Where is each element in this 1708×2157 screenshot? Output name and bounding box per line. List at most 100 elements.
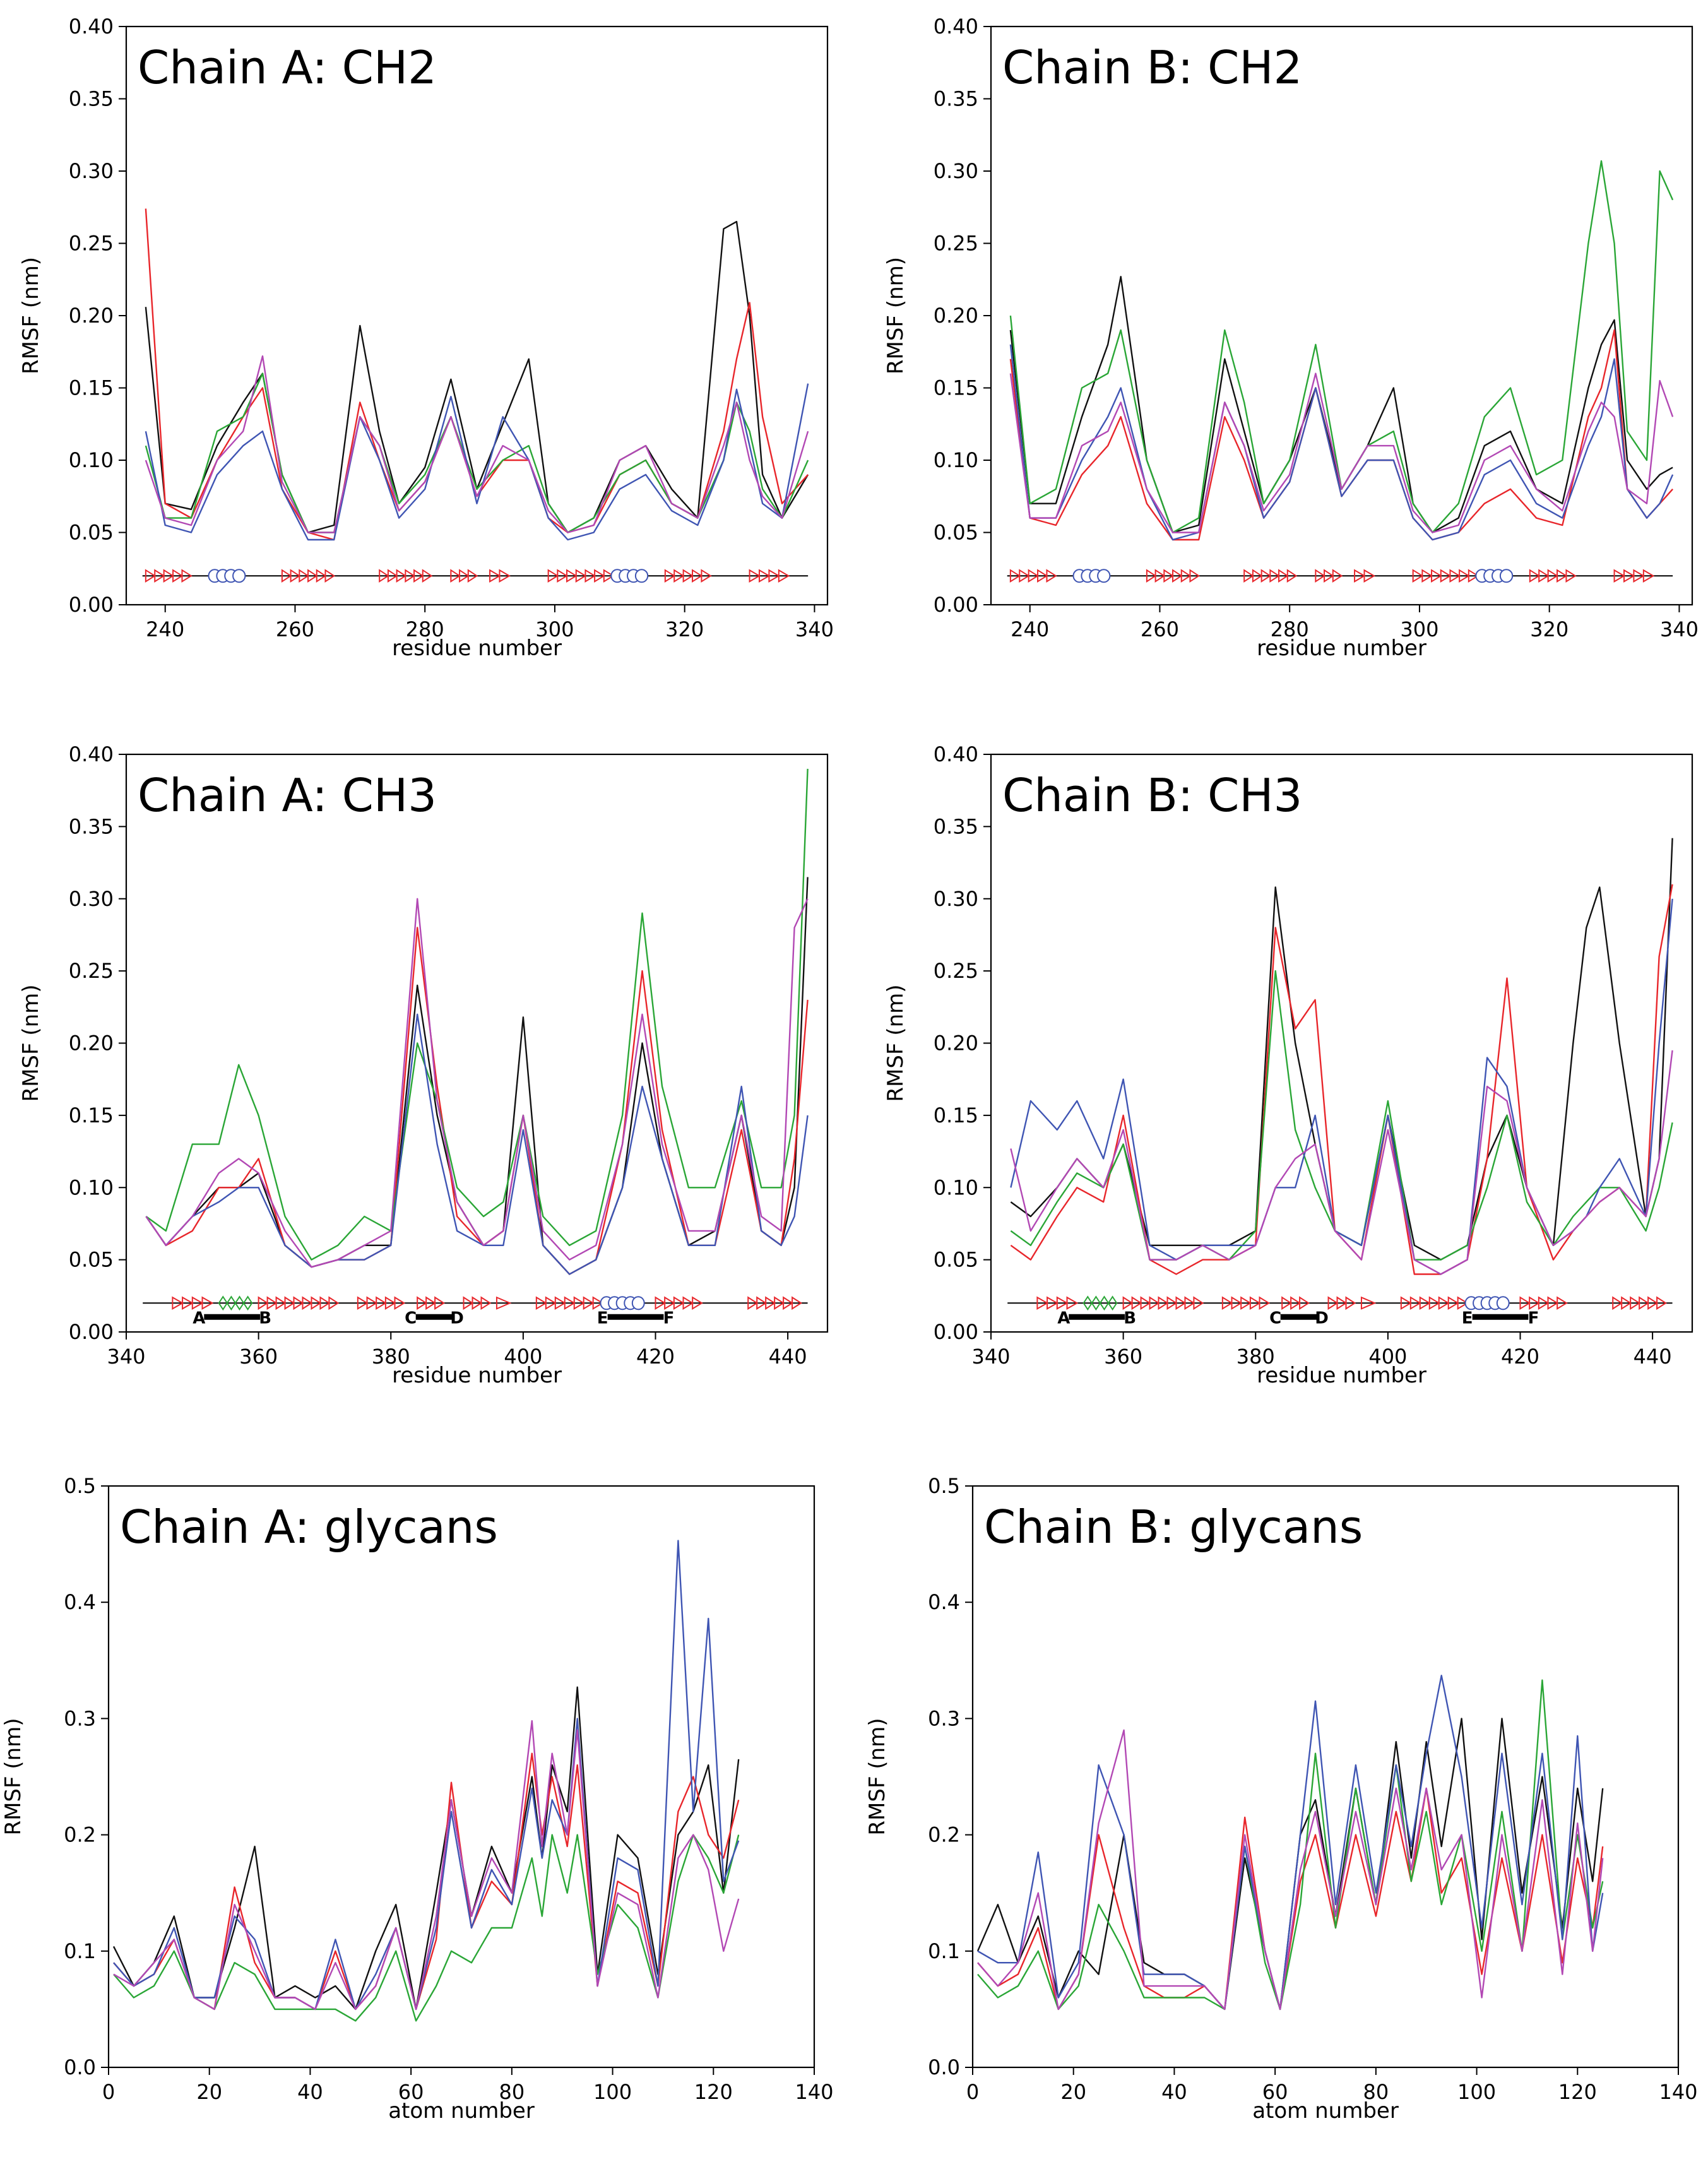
y-axis-label: RMSF (nm) bbox=[1, 1718, 26, 1835]
panel-title: Chain B: CH3 bbox=[1002, 769, 1302, 822]
beta-strand-arrow bbox=[387, 569, 398, 583]
beta-strand-arrow bbox=[1140, 1296, 1151, 1310]
x-axis-label: residue number bbox=[1257, 636, 1426, 661]
series-line-magenta bbox=[145, 355, 809, 533]
segment-label-D: D bbox=[1315, 1309, 1329, 1328]
beta-strand-arrow bbox=[655, 1296, 667, 1310]
beta-strand-arrow bbox=[1345, 1296, 1356, 1310]
x-tick-label: 240 bbox=[1011, 617, 1049, 641]
beta-strand-arrow bbox=[1457, 1296, 1469, 1310]
series-line-red bbox=[1009, 329, 1673, 541]
chart-panel-2: 0.00 0.05 0.10 0.15 0.20 0.25 0.30 0.35 0.40 240 2… bbox=[883, 15, 1699, 661]
x-tick-label: 400 bbox=[1368, 1345, 1407, 1369]
beta-strand-arrow bbox=[357, 1296, 369, 1310]
helix-coil bbox=[1496, 1296, 1510, 1310]
x-axis-label: atom number bbox=[388, 2098, 535, 2124]
y-tick-label: 0.05 bbox=[934, 1248, 978, 1272]
y-tick-label: 0.10 bbox=[934, 1175, 978, 1199]
beta-strand-arrow bbox=[701, 569, 712, 583]
beta-strand-arrow bbox=[747, 1296, 759, 1310]
y-tick-label: 0.05 bbox=[69, 521, 114, 545]
beta-strand-arrow bbox=[594, 569, 605, 583]
beta-strand-arrow bbox=[664, 569, 676, 583]
segment-label-F: F bbox=[663, 1309, 675, 1328]
beta-strand-arrow bbox=[554, 1296, 566, 1310]
beta-strand-arrow bbox=[1354, 569, 1366, 583]
series-line-black bbox=[145, 877, 809, 1275]
series-line-green bbox=[113, 1834, 740, 2022]
beta-strand-arrow bbox=[1428, 1296, 1440, 1310]
beta-strand-arrow bbox=[324, 569, 336, 583]
beta-strand-arrow bbox=[1252, 569, 1263, 583]
beta-strand-arrow bbox=[1231, 1296, 1243, 1310]
beta-strand-arrow bbox=[1538, 1296, 1550, 1310]
beta-strand-arrow bbox=[328, 1296, 340, 1310]
y-tick-label: 0.35 bbox=[934, 87, 978, 111]
panel-title: Chain A: CH2 bbox=[138, 41, 437, 94]
beta-strand-arrow bbox=[311, 1296, 322, 1310]
x-tick-label: 80 bbox=[1363, 2080, 1389, 2104]
series-line-black bbox=[145, 220, 809, 533]
beta-strand-arrow bbox=[417, 1296, 427, 1310]
y-tick-label: 0.35 bbox=[69, 87, 114, 111]
y-tick-label: 0.5 bbox=[64, 1474, 96, 1498]
y-tick-label: 0.30 bbox=[934, 159, 978, 183]
x-tick-label: 300 bbox=[1400, 617, 1438, 641]
beta-strand-arrow bbox=[191, 1296, 204, 1310]
x-tick-label: 40 bbox=[297, 2080, 323, 2104]
x-tick-label: 60 bbox=[398, 2080, 424, 2104]
y-tick-label: 0.2 bbox=[928, 1823, 960, 1847]
beta-strand-arrow bbox=[394, 1296, 406, 1310]
x-tick-label: 320 bbox=[1530, 617, 1569, 641]
beta-strand-arrow bbox=[778, 569, 790, 583]
beta-strand-arrow bbox=[316, 569, 327, 583]
beta-strand-arrow bbox=[545, 1296, 557, 1310]
segment-label-E: E bbox=[597, 1309, 608, 1328]
beta-strand-arrow bbox=[1028, 569, 1039, 583]
beta-strand-arrow bbox=[1172, 569, 1183, 583]
x-axis-label: residue number bbox=[392, 636, 562, 661]
beta-strand-arrow bbox=[1412, 569, 1424, 583]
plot-frame bbox=[125, 753, 829, 1333]
y-axis-label: RMSF (nm) bbox=[883, 257, 908, 374]
beta-strand-arrow bbox=[1519, 1296, 1531, 1310]
beta-strand-arrow bbox=[480, 1296, 492, 1310]
helix-coil bbox=[1097, 569, 1111, 583]
x-tick-label: 60 bbox=[1262, 2080, 1288, 2104]
beta-strand-arrow bbox=[584, 569, 596, 583]
segment-label-B: B bbox=[1124, 1309, 1136, 1328]
x-tick-label: 20 bbox=[196, 2080, 222, 2104]
beta-strand-arrow bbox=[1630, 1296, 1640, 1310]
beta-strand-arrow bbox=[1281, 1296, 1292, 1310]
beta-strand-arrow bbox=[1547, 1296, 1559, 1310]
beta-strand-arrow bbox=[182, 1296, 194, 1310]
secondary-structure-track: A B C D E F bbox=[143, 1295, 808, 1328]
y-tick-label: 0.40 bbox=[69, 742, 114, 766]
y-tick-label: 0.4 bbox=[64, 1590, 96, 1614]
beta-strand-arrow bbox=[1269, 569, 1280, 583]
plot-frame bbox=[107, 1485, 815, 2069]
chart-panel-4: 0.00 0.05 0.10 0.15 0.20 0.25 0.30 0.35 0.40 340 3… bbox=[883, 742, 1693, 1388]
series-line-red bbox=[145, 208, 809, 541]
x-tick-label: 340 bbox=[107, 1345, 145, 1369]
x-tick-label: 80 bbox=[499, 2080, 525, 2104]
beta-strand-arrow bbox=[366, 1296, 378, 1310]
y-tick-label: 0.25 bbox=[69, 232, 114, 256]
x-tick-label: 0 bbox=[966, 2080, 979, 2104]
series-line-green bbox=[1010, 970, 1673, 1261]
y-tick-label: 0.20 bbox=[69, 1031, 114, 1055]
chart-panel-6: 0.0 0.1 0.2 0.3 0.4 0.5 0 20 40 60 80 100 120 140 atom… bbox=[865, 1474, 1698, 2124]
beta-strand-arrow bbox=[1363, 569, 1375, 583]
beta-strand-arrow bbox=[768, 569, 780, 583]
x-tick-label: 440 bbox=[769, 1345, 807, 1369]
y-tick-label: 0.00 bbox=[69, 593, 114, 617]
beta-strand-arrow bbox=[749, 569, 761, 583]
series-line-blue bbox=[977, 1674, 1604, 2011]
beta-strand-arrow bbox=[1409, 1296, 1421, 1310]
beta-strand-arrow bbox=[682, 1296, 694, 1310]
beta-strand-arrow bbox=[1612, 1296, 1623, 1310]
x-tick-label: 320 bbox=[665, 617, 704, 641]
beta-strand-arrow bbox=[1449, 569, 1461, 583]
x-tick-label: 0 bbox=[102, 2080, 115, 2104]
beta-strand-arrow bbox=[1249, 1296, 1261, 1310]
